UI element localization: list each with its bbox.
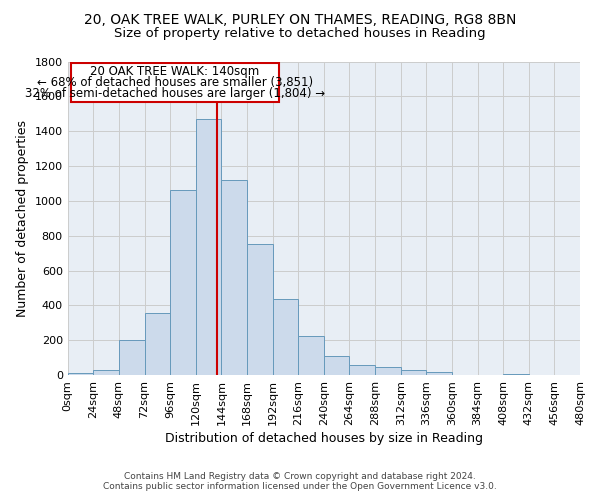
Bar bbox=[119, 340, 145, 375]
Bar bbox=[196, 119, 221, 375]
Text: 20, OAK TREE WALK, PURLEY ON THAMES, READING, RG8 8BN: 20, OAK TREE WALK, PURLEY ON THAMES, REA… bbox=[84, 12, 516, 26]
Bar bbox=[221, 180, 247, 375]
Text: ← 68% of detached houses are smaller (3,851): ← 68% of detached houses are smaller (3,… bbox=[37, 76, 313, 90]
Text: Size of property relative to detached houses in Reading: Size of property relative to detached ho… bbox=[114, 28, 486, 40]
Bar bbox=[349, 366, 375, 375]
Bar bbox=[272, 300, 298, 375]
Bar bbox=[247, 244, 272, 375]
X-axis label: Distribution of detached houses by size in Reading: Distribution of detached houses by size … bbox=[165, 432, 483, 445]
Y-axis label: Number of detached properties: Number of detached properties bbox=[16, 120, 29, 317]
Text: 32% of semi-detached houses are larger (1,804) →: 32% of semi-detached houses are larger (… bbox=[25, 88, 325, 101]
Bar bbox=[145, 313, 170, 375]
Bar bbox=[298, 336, 324, 375]
Bar bbox=[375, 367, 401, 375]
Bar bbox=[427, 372, 452, 375]
Bar bbox=[94, 370, 119, 375]
Text: Contains HM Land Registry data © Crown copyright and database right 2024.
Contai: Contains HM Land Registry data © Crown c… bbox=[103, 472, 497, 491]
Bar bbox=[324, 356, 349, 375]
Bar bbox=[401, 370, 427, 375]
Bar bbox=[170, 190, 196, 375]
Text: 20 OAK TREE WALK: 140sqm: 20 OAK TREE WALK: 140sqm bbox=[91, 66, 260, 78]
Bar bbox=[503, 374, 529, 375]
Bar bbox=[68, 374, 94, 375]
Bar bbox=[71, 63, 279, 102]
